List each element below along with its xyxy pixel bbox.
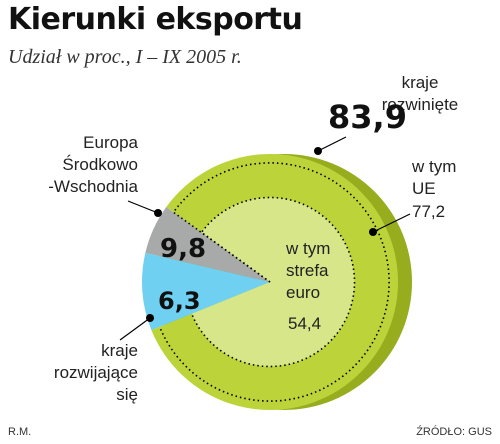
leader-eu (372, 213, 411, 233)
leader-eu-dot (369, 228, 377, 236)
source-note: ŹRÓDŁO: GUS (416, 426, 492, 438)
leader-cee (127, 200, 159, 214)
value-euro: 54,4 (288, 314, 322, 333)
value-developed: 83,9 (328, 98, 407, 136)
euro-area (191, 197, 355, 367)
value-cee: 9,8 (160, 234, 207, 264)
leader-developing (119, 317, 151, 341)
chart-title: Kierunki eksportu (8, 2, 303, 37)
value-eu: 77,2 (412, 202, 446, 221)
chart-subtitle: Udział w proc., I – IX 2005 r. (8, 46, 242, 68)
leader-developing-dot (146, 314, 154, 322)
label-euro: w tym strefa euro (286, 239, 331, 302)
leader-developed (317, 136, 347, 152)
leader-developed-dot (314, 147, 322, 155)
eu-boundary (158, 162, 390, 402)
label-developed: kraje rozwinięte (381, 73, 459, 114)
label-developing: kraje rozwijające się (53, 341, 138, 404)
value-developing: 6,3 (158, 287, 201, 315)
label-eu: w tym UE (412, 157, 457, 198)
author-credit: R.M. (8, 426, 32, 438)
label-cee: Europa Środkowo -Wschodnia (48, 133, 138, 196)
euro-boundary (190, 196, 356, 368)
slice-developing (145, 207, 270, 282)
slice-cee (142, 252, 270, 331)
leader-cee-dot (154, 209, 162, 217)
